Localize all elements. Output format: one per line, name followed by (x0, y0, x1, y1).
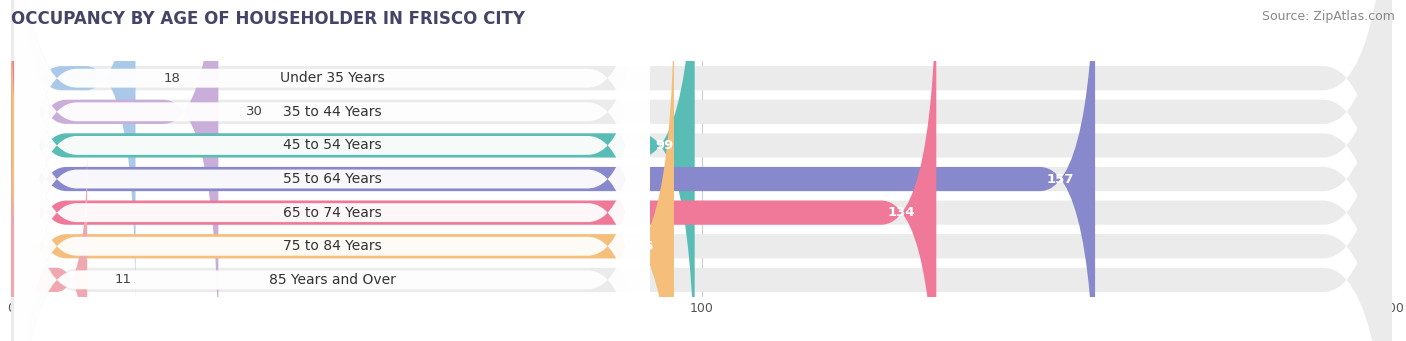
FancyBboxPatch shape (14, 0, 650, 341)
Text: 85 Years and Over: 85 Years and Over (269, 273, 395, 287)
FancyBboxPatch shape (14, 0, 650, 341)
FancyBboxPatch shape (14, 0, 650, 341)
FancyBboxPatch shape (11, 0, 218, 341)
Text: 157: 157 (1047, 173, 1074, 186)
FancyBboxPatch shape (11, 0, 1392, 341)
Text: 96: 96 (636, 240, 654, 253)
Text: Under 35 Years: Under 35 Years (280, 71, 385, 85)
FancyBboxPatch shape (14, 0, 650, 341)
Text: 30: 30 (246, 105, 263, 118)
Text: OCCUPANCY BY AGE OF HOUSEHOLDER IN FRISCO CITY: OCCUPANCY BY AGE OF HOUSEHOLDER IN FRISC… (11, 10, 526, 28)
FancyBboxPatch shape (11, 0, 1392, 341)
Text: 45 to 54 Years: 45 to 54 Years (283, 138, 381, 152)
FancyBboxPatch shape (14, 0, 650, 341)
Text: 55 to 64 Years: 55 to 64 Years (283, 172, 381, 186)
Text: Source: ZipAtlas.com: Source: ZipAtlas.com (1261, 10, 1395, 23)
FancyBboxPatch shape (11, 0, 135, 308)
Text: 75 to 84 Years: 75 to 84 Years (283, 239, 381, 253)
FancyBboxPatch shape (11, 0, 1392, 341)
FancyBboxPatch shape (14, 0, 650, 341)
FancyBboxPatch shape (11, 0, 1392, 341)
Text: 11: 11 (115, 273, 132, 286)
FancyBboxPatch shape (11, 0, 1392, 341)
Text: 65 to 74 Years: 65 to 74 Years (283, 206, 381, 220)
Text: 18: 18 (163, 72, 180, 85)
Text: 99: 99 (655, 139, 673, 152)
FancyBboxPatch shape (11, 0, 1095, 341)
Text: 35 to 44 Years: 35 to 44 Years (283, 105, 381, 119)
FancyBboxPatch shape (14, 0, 650, 341)
FancyBboxPatch shape (11, 0, 1392, 341)
FancyBboxPatch shape (11, 0, 1392, 341)
FancyBboxPatch shape (11, 0, 695, 341)
Text: 134: 134 (889, 206, 915, 219)
FancyBboxPatch shape (11, 0, 936, 341)
FancyBboxPatch shape (11, 0, 673, 341)
FancyBboxPatch shape (11, 144, 87, 341)
